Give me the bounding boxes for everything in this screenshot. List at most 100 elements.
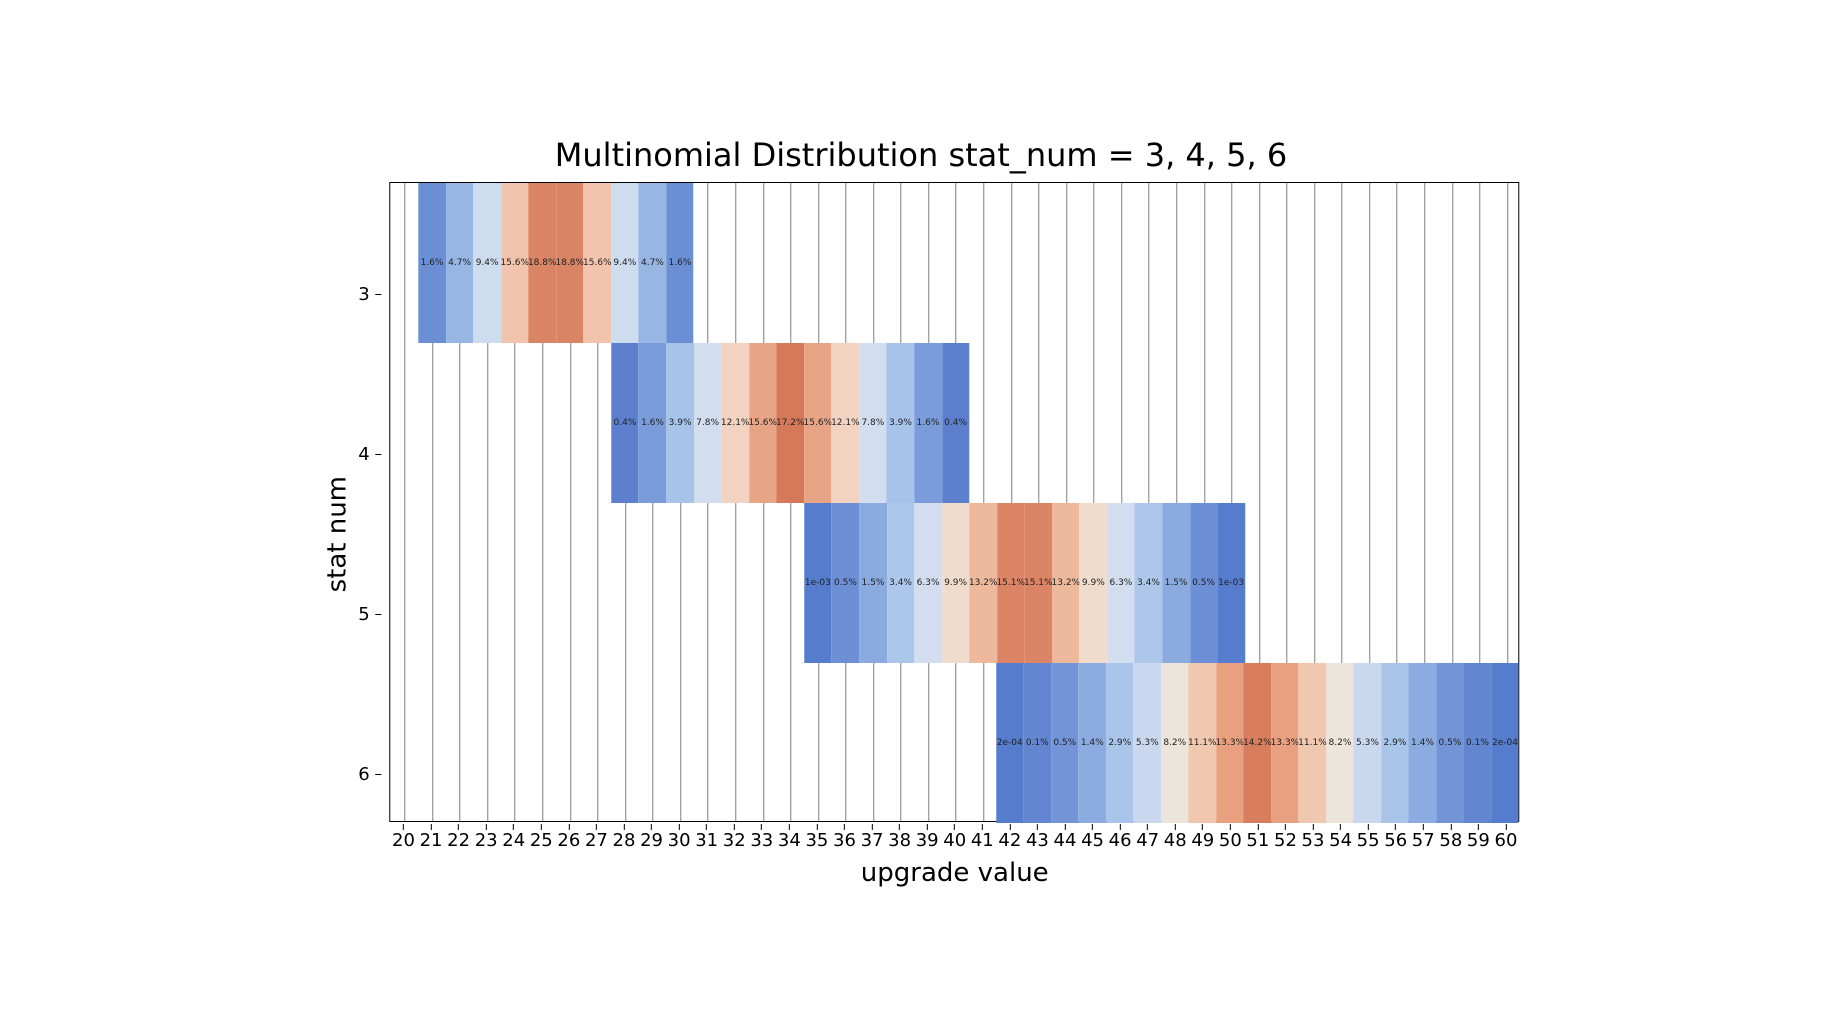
heatmap-cell: 1e-03 [1217, 503, 1245, 663]
heatmap-cell: 4.7% [446, 183, 474, 343]
heatmap-cell: 1.6% [418, 183, 446, 343]
x-tick: 24 [502, 824, 525, 851]
x-axis-label: upgrade value [390, 858, 1520, 888]
x-tick: 28 [613, 824, 636, 851]
x-tick: 34 [778, 824, 801, 851]
heatmap-cell: 9.9% [942, 503, 970, 663]
x-tick: 54 [1329, 824, 1352, 851]
heatmap-cell: 9.9% [1080, 503, 1108, 663]
heatmap-cell: 13.2% [969, 503, 997, 663]
y-tick: 3 [358, 215, 381, 375]
chart-title: Multinomial Distribution stat_num = 3, 4… [322, 136, 1519, 174]
heatmap-cell: 2e-04 [1491, 663, 1519, 823]
heatmap-cell: 7.8% [694, 343, 722, 503]
heatmap-cell: 18.8% [556, 183, 584, 343]
x-tick: 39 [916, 824, 939, 851]
heatmap-cell: 1.5% [859, 503, 887, 663]
heatmap-cell: 0.4% [611, 343, 639, 503]
heatmap-cell: 15.6% [804, 343, 832, 503]
x-tick: 29 [640, 824, 663, 851]
x-tick: 30 [668, 824, 691, 851]
heatmap-cell: 5.3% [1354, 663, 1382, 823]
heatmap-cell: 18.8% [528, 183, 556, 343]
heatmap-cell: 0.5% [1436, 663, 1464, 823]
x-tick: 38 [888, 824, 911, 851]
row-spacer [391, 663, 996, 823]
y-tick: 5 [358, 535, 381, 695]
x-tick: 32 [723, 824, 746, 851]
heatmap-cell: 6.3% [1107, 503, 1135, 663]
x-tick: 48 [1164, 824, 1187, 851]
y-tick: 4 [358, 375, 381, 535]
row-spacer [391, 183, 419, 343]
heatmap-cell: 7.8% [859, 343, 887, 503]
heatmap-cell: 0.1% [1464, 663, 1492, 823]
x-tick: 22 [447, 824, 470, 851]
heatmap-cell: 0.4% [942, 343, 970, 503]
x-tick: 40 [943, 824, 966, 851]
heatmap-cell: 11.1% [1299, 663, 1327, 823]
x-tick: 37 [861, 824, 884, 851]
heatmap-cell: 8.2% [1326, 663, 1354, 823]
heatmap-cell: 6.3% [914, 503, 942, 663]
x-tick: 58 [1439, 824, 1462, 851]
heatmap-row: 2e-040.1%0.5%1.4%2.9%5.3%8.2%11.1%13.3%1… [391, 663, 1519, 823]
x-tick: 53 [1302, 824, 1325, 851]
x-tick: 25 [530, 824, 553, 851]
heatmap-cell: 0.5% [832, 503, 860, 663]
heatmap-cell: 11.1% [1189, 663, 1217, 823]
row-spacer [391, 343, 611, 503]
x-tick: 20 [392, 824, 415, 851]
heatmap-plot: 1.6%4.7%9.4%15.6%18.8%18.8%15.6%9.4%4.7%… [390, 182, 1520, 822]
x-tick: 45 [1081, 824, 1104, 851]
x-tick: 35 [805, 824, 828, 851]
x-tick: 56 [1384, 824, 1407, 851]
x-tick: 57 [1412, 824, 1435, 851]
x-tick: 43 [1026, 824, 1049, 851]
heatmap-cell: 1.6% [639, 343, 667, 503]
heatmap-cell: 9.4% [473, 183, 501, 343]
heatmap-row: 1.6%4.7%9.4%15.6%18.8%18.8%15.6%9.4%4.7%… [391, 183, 1519, 343]
heatmap-cell: 1.6% [666, 183, 694, 343]
heatmap-cell: 3.9% [666, 343, 694, 503]
heatmap-cell: 0.5% [1051, 663, 1079, 823]
heatmap-cell: 13.3% [1216, 663, 1244, 823]
x-tick: 26 [557, 824, 580, 851]
x-tick: 55 [1357, 824, 1380, 851]
heatmap-cell: 5.3% [1134, 663, 1162, 823]
heatmap-cell: 17.2% [776, 343, 804, 503]
heatmap-cell: 1e-03 [804, 503, 832, 663]
heatmap-cell: 9.4% [611, 183, 639, 343]
x-tick: 60 [1494, 824, 1517, 851]
heatmap-cell: 1.4% [1079, 663, 1107, 823]
x-tick: 41 [971, 824, 994, 851]
heatmap-cell: 0.5% [1190, 503, 1218, 663]
heatmap-cell: 15.6% [501, 183, 529, 343]
heatmap-cell: 2.9% [1106, 663, 1134, 823]
x-tick: 46 [1109, 824, 1132, 851]
heatmap-cell: 1.4% [1409, 663, 1437, 823]
y-axis-label: stat num [322, 476, 352, 592]
heatmap-cell: 13.2% [1052, 503, 1080, 663]
x-tick: 33 [750, 824, 773, 851]
heatmap-cell: 1.6% [914, 343, 942, 503]
heatmap-cell: 15.6% [584, 183, 612, 343]
x-tick: 52 [1274, 824, 1297, 851]
y-tick: 6 [358, 695, 381, 855]
x-tick: 36 [833, 824, 856, 851]
plot-wrap: stat num 3456 1.6%4.7%9.4%15.6%18.8%18.8… [322, 182, 1519, 888]
x-tick: 27 [585, 824, 608, 851]
heatmap-cell: 15.1% [997, 503, 1025, 663]
x-tick: 49 [1191, 824, 1214, 851]
x-tick: 50 [1219, 824, 1242, 851]
heatmap-cell: 3.4% [887, 503, 915, 663]
heatmap-cell: 8.2% [1161, 663, 1189, 823]
heatmap-cell: 12.1% [832, 343, 860, 503]
heatmap-cell: 3.4% [1135, 503, 1163, 663]
heatmap-cell: 15.6% [749, 343, 777, 503]
heatmap-cell: 12.1% [721, 343, 749, 503]
x-tick: 23 [475, 824, 498, 851]
heatmap-cell: 2e-04 [996, 663, 1024, 823]
x-tick: 51 [1246, 824, 1269, 851]
x-tick: 21 [420, 824, 443, 851]
